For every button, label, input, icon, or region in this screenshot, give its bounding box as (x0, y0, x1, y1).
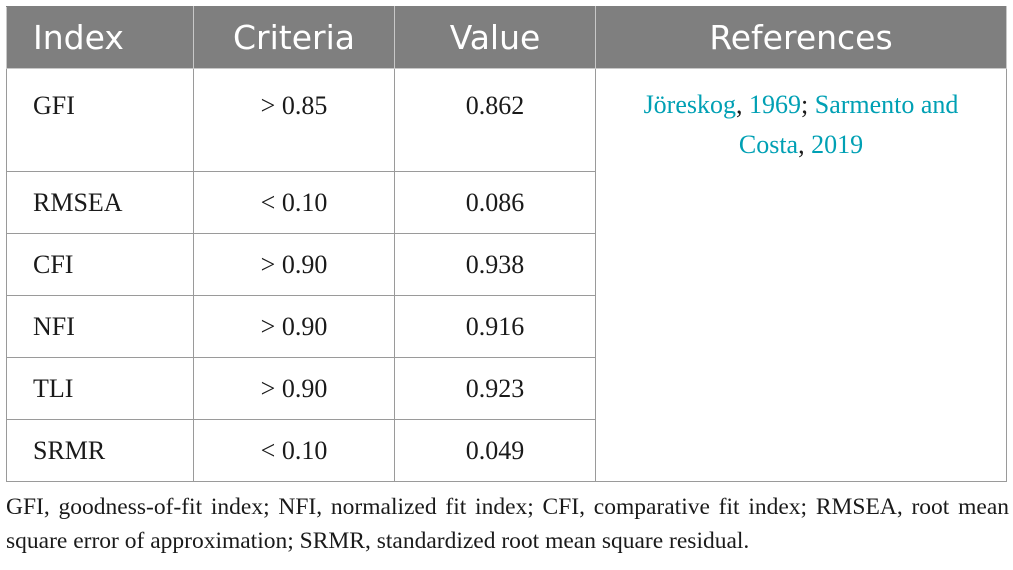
criteria-cell: > 0.90 (193, 357, 395, 420)
value-cell: 0.862 (394, 68, 596, 172)
criteria-cell: > 0.90 (193, 295, 395, 358)
reference-link-1969[interactable]: 1969 (749, 90, 801, 119)
index-cell: NFI (6, 295, 194, 358)
table-row: RMSEA < 0.10 0.086 (6, 171, 1007, 234)
header-references: References (595, 6, 1007, 69)
table-footnote: GFI, goodness-of-fit index; NFI, normali… (6, 494, 1009, 554)
reference-link-joreskog[interactable]: Jöreskog (643, 90, 736, 119)
table-row: SRMR < 0.10 0.049 (6, 419, 1007, 482)
criteria-text: > 0.85 (260, 91, 328, 120)
criteria-cell: < 0.10 (193, 419, 395, 482)
index-cell: RMSEA (6, 171, 194, 234)
reference-separator: , (798, 130, 812, 159)
fit-indices-table: Index Criteria Value References GFI > 0.… (6, 6, 1007, 482)
value-cell: 0.938 (394, 233, 596, 296)
fit-indices-table-wrapper: Index Criteria Value References GFI > 0.… (6, 6, 1007, 482)
reference-link-2019[interactable]: 2019 (811, 130, 864, 159)
references-cell: Jöreskog, 1969; Sarmento and Costa, 2019 (595, 68, 1007, 482)
value-cell: 0.049 (394, 419, 596, 482)
index-cell: GFI (6, 68, 194, 172)
criteria-cell: > 0.85 (193, 68, 395, 172)
header-criteria: Criteria (193, 6, 395, 69)
index-text: GFI (33, 91, 75, 120)
criteria-cell: > 0.90 (193, 233, 395, 296)
table-row: TLI > 0.90 0.923 (6, 357, 1007, 420)
reference-separator: ; (801, 90, 815, 119)
value-text: 0.862 (465, 91, 525, 120)
value-cell: 0.916 (394, 295, 596, 358)
table-row: NFI > 0.90 0.916 (6, 295, 1007, 358)
index-cell: CFI (6, 233, 194, 296)
value-cell: 0.923 (394, 357, 596, 420)
reference-link-sarmento-costa[interactable]: Sarmento and Costa (738, 90, 959, 159)
value-cell: 0.086 (394, 171, 596, 234)
index-cell: SRMR (6, 419, 194, 482)
index-cell: TLI (6, 357, 194, 420)
criteria-cell: < 0.10 (193, 171, 395, 234)
table-row: GFI > 0.85 0.862 Jöreskog, 1969; Sarment… (6, 68, 1007, 482)
header-index: Index (6, 6, 194, 69)
table-row: CFI > 0.90 0.938 (6, 233, 1007, 296)
table-header-row: Index Criteria Value References (6, 6, 1007, 69)
reference-separator: , (736, 90, 749, 119)
header-value: Value (394, 6, 596, 69)
